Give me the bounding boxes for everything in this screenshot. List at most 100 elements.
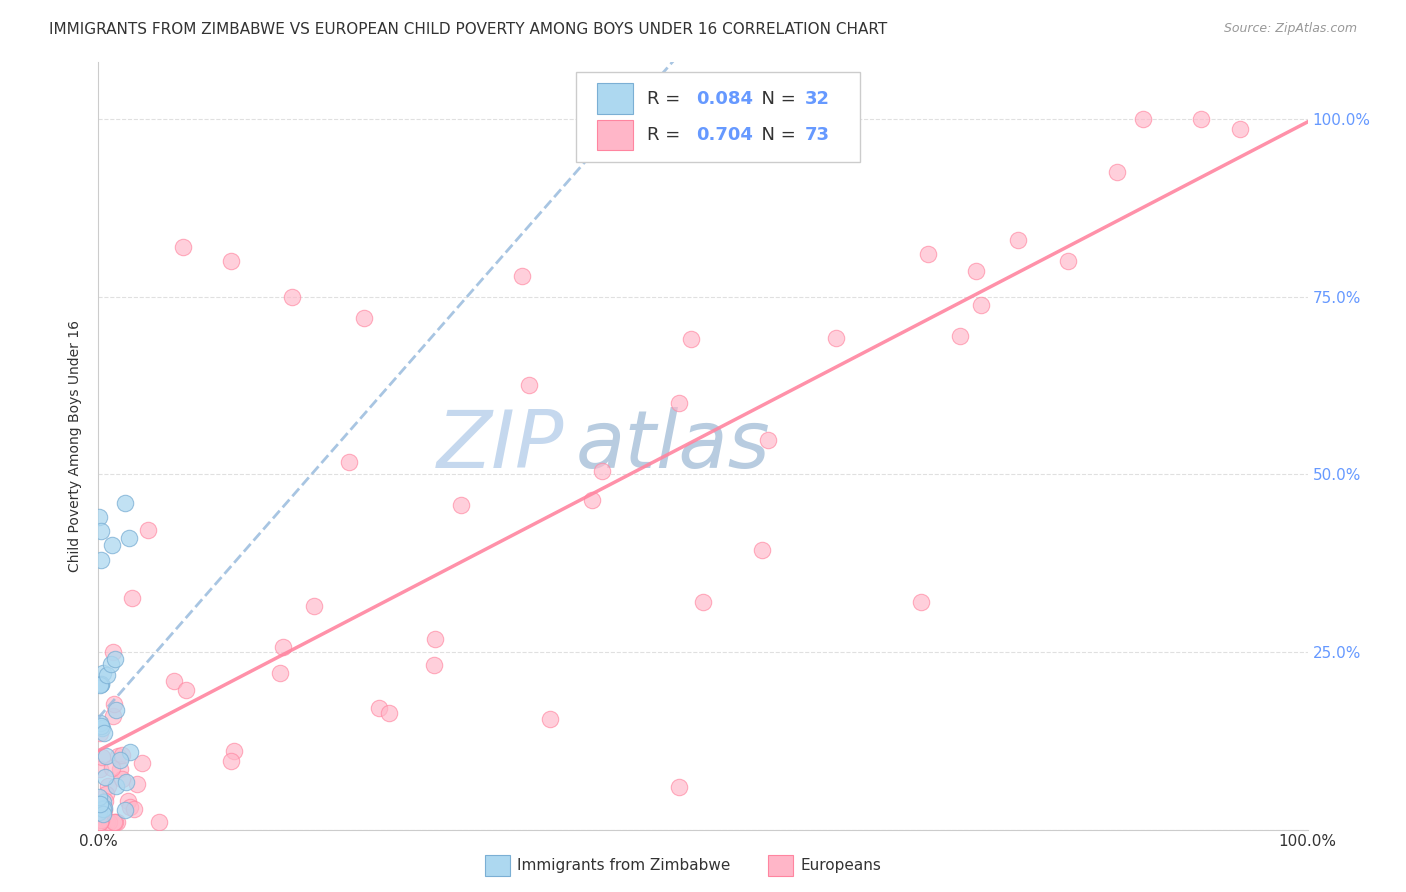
Point — [970, 297, 993, 311]
Text: 73: 73 — [804, 126, 830, 145]
Point — [103, 815, 125, 830]
Text: R =: R = — [647, 126, 686, 145]
Point — [90, 750, 112, 764]
Point — [111, 772, 134, 786]
Text: N =: N = — [751, 90, 801, 108]
Point — [172, 240, 194, 254]
Point — [337, 455, 360, 469]
Point — [94, 748, 117, 763]
Point — [1189, 112, 1212, 127]
Point — [117, 794, 139, 808]
Point — [450, 499, 472, 513]
Point — [87, 510, 110, 524]
Text: 0.084: 0.084 — [696, 90, 752, 108]
Text: atlas: atlas — [576, 407, 770, 485]
Point — [89, 678, 111, 692]
Point — [90, 813, 112, 827]
Text: Source: ZipAtlas.com: Source: ZipAtlas.com — [1223, 22, 1357, 36]
Point — [378, 706, 401, 720]
Point — [125, 777, 148, 791]
Point — [120, 745, 142, 759]
Point — [90, 677, 112, 691]
Point — [87, 790, 110, 805]
Point — [163, 673, 186, 688]
Point — [121, 591, 143, 605]
Point — [136, 524, 159, 538]
Point — [101, 709, 124, 723]
Point — [118, 532, 141, 546]
Point — [751, 542, 773, 557]
Point — [90, 721, 112, 735]
Point — [510, 268, 533, 283]
Point — [668, 780, 690, 794]
Point — [104, 815, 127, 830]
Point — [1229, 121, 1251, 136]
Point — [273, 640, 295, 654]
Point — [90, 524, 112, 539]
Point — [148, 815, 170, 830]
Point — [104, 652, 127, 666]
Point — [538, 712, 561, 726]
Point — [103, 645, 125, 659]
Point — [115, 775, 138, 789]
Point — [949, 329, 972, 343]
Point — [98, 815, 121, 830]
Point — [91, 806, 114, 821]
Point — [110, 753, 132, 767]
Point — [423, 632, 446, 646]
Text: R =: R = — [647, 90, 686, 108]
Point — [581, 493, 603, 508]
Point — [89, 815, 111, 830]
Point — [91, 666, 114, 681]
Point — [89, 762, 111, 776]
Point — [90, 552, 112, 566]
Point — [104, 703, 127, 717]
Point — [91, 805, 114, 819]
Point — [131, 756, 153, 770]
Text: N =: N = — [751, 126, 801, 145]
Point — [367, 700, 389, 714]
Point — [89, 715, 111, 730]
Point — [668, 396, 690, 410]
Point — [96, 667, 118, 681]
Point — [692, 595, 714, 609]
Point — [105, 815, 128, 830]
Point — [224, 744, 246, 758]
Point — [90, 718, 112, 732]
FancyBboxPatch shape — [576, 71, 860, 162]
Y-axis label: Child Poverty Among Boys Under 16: Child Poverty Among Boys Under 16 — [69, 320, 83, 572]
Point — [353, 311, 375, 326]
Point — [91, 802, 114, 816]
Point — [93, 726, 115, 740]
Point — [281, 290, 304, 304]
Point — [100, 657, 122, 672]
Point — [591, 464, 613, 478]
Point — [679, 332, 702, 346]
Point — [90, 676, 112, 690]
Point — [93, 801, 115, 815]
Point — [756, 433, 779, 447]
Text: 0.704: 0.704 — [696, 126, 752, 145]
Point — [219, 754, 242, 768]
Point — [90, 797, 112, 812]
Point — [91, 796, 114, 810]
Point — [97, 779, 120, 793]
Text: IMMIGRANTS FROM ZIMBABWE VS EUROPEAN CHILD POVERTY AMONG BOYS UNDER 16 CORRELATI: IMMIGRANTS FROM ZIMBABWE VS EUROPEAN CHI… — [49, 22, 887, 37]
Point — [1105, 165, 1128, 179]
Point — [93, 803, 115, 817]
Point — [104, 779, 127, 793]
Point — [103, 697, 125, 711]
Point — [124, 802, 146, 816]
Text: Immigrants from Zimbabwe: Immigrants from Zimbabwe — [517, 858, 731, 872]
Text: 32: 32 — [804, 90, 830, 108]
Point — [965, 264, 987, 278]
Point — [89, 726, 111, 740]
Point — [108, 763, 131, 777]
Point — [94, 794, 117, 808]
Point — [825, 331, 848, 345]
Point — [118, 800, 141, 814]
Point — [423, 657, 446, 672]
FancyBboxPatch shape — [596, 120, 633, 151]
Point — [221, 254, 243, 268]
Point — [89, 815, 111, 830]
